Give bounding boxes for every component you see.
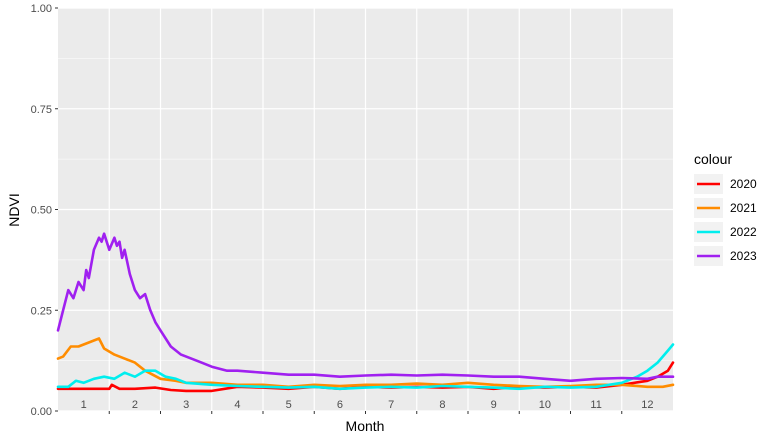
x-tick-label: 9 — [491, 399, 497, 411]
x-tick-label: 11 — [590, 399, 601, 411]
x-tick-label: 10 — [539, 399, 551, 411]
legend-label-2020: 2020 — [730, 177, 757, 191]
x-tick-label: 12 — [641, 399, 653, 411]
y-axis: 0.00 0.25 0.50 0.75 1.00 — [31, 3, 58, 418]
y-axis-title: NDVI — [6, 193, 22, 226]
grid-major — [58, 7, 673, 412]
series-line-2022 — [56, 343, 675, 391]
legend: colour 2020 2021 2022 2023 — [694, 151, 757, 266]
series-line-2023 — [56, 232, 675, 383]
y-tick-label: 1.00 — [31, 3, 52, 15]
legend-label-2021: 2021 — [730, 201, 757, 215]
series-lines — [56, 232, 675, 393]
legend-label-2022: 2022 — [730, 225, 757, 239]
legend-title: colour — [694, 151, 732, 167]
x-axis: 1 2 3 4 5 6 7 8 9 10 11 12 — [81, 399, 654, 414]
x-tick-label: 3 — [183, 399, 189, 411]
y-tick-label: 0.00 — [31, 406, 52, 418]
x-tick-label: 1 — [81, 399, 87, 411]
x-tick-label: 7 — [388, 399, 394, 411]
x-tick-label: 8 — [439, 399, 445, 411]
x-tick-label: 2 — [132, 399, 138, 411]
y-tick-label: 0.25 — [31, 305, 52, 317]
y-tick-label: 0.75 — [31, 104, 52, 116]
y-tick-label: 0.50 — [31, 205, 52, 217]
x-tick-label: 6 — [337, 399, 343, 411]
x-tick-label: 5 — [286, 399, 292, 411]
legend-label-2023: 2023 — [730, 249, 757, 263]
x-tick-label: 4 — [234, 399, 240, 411]
x-axis-title: Month — [346, 418, 385, 434]
